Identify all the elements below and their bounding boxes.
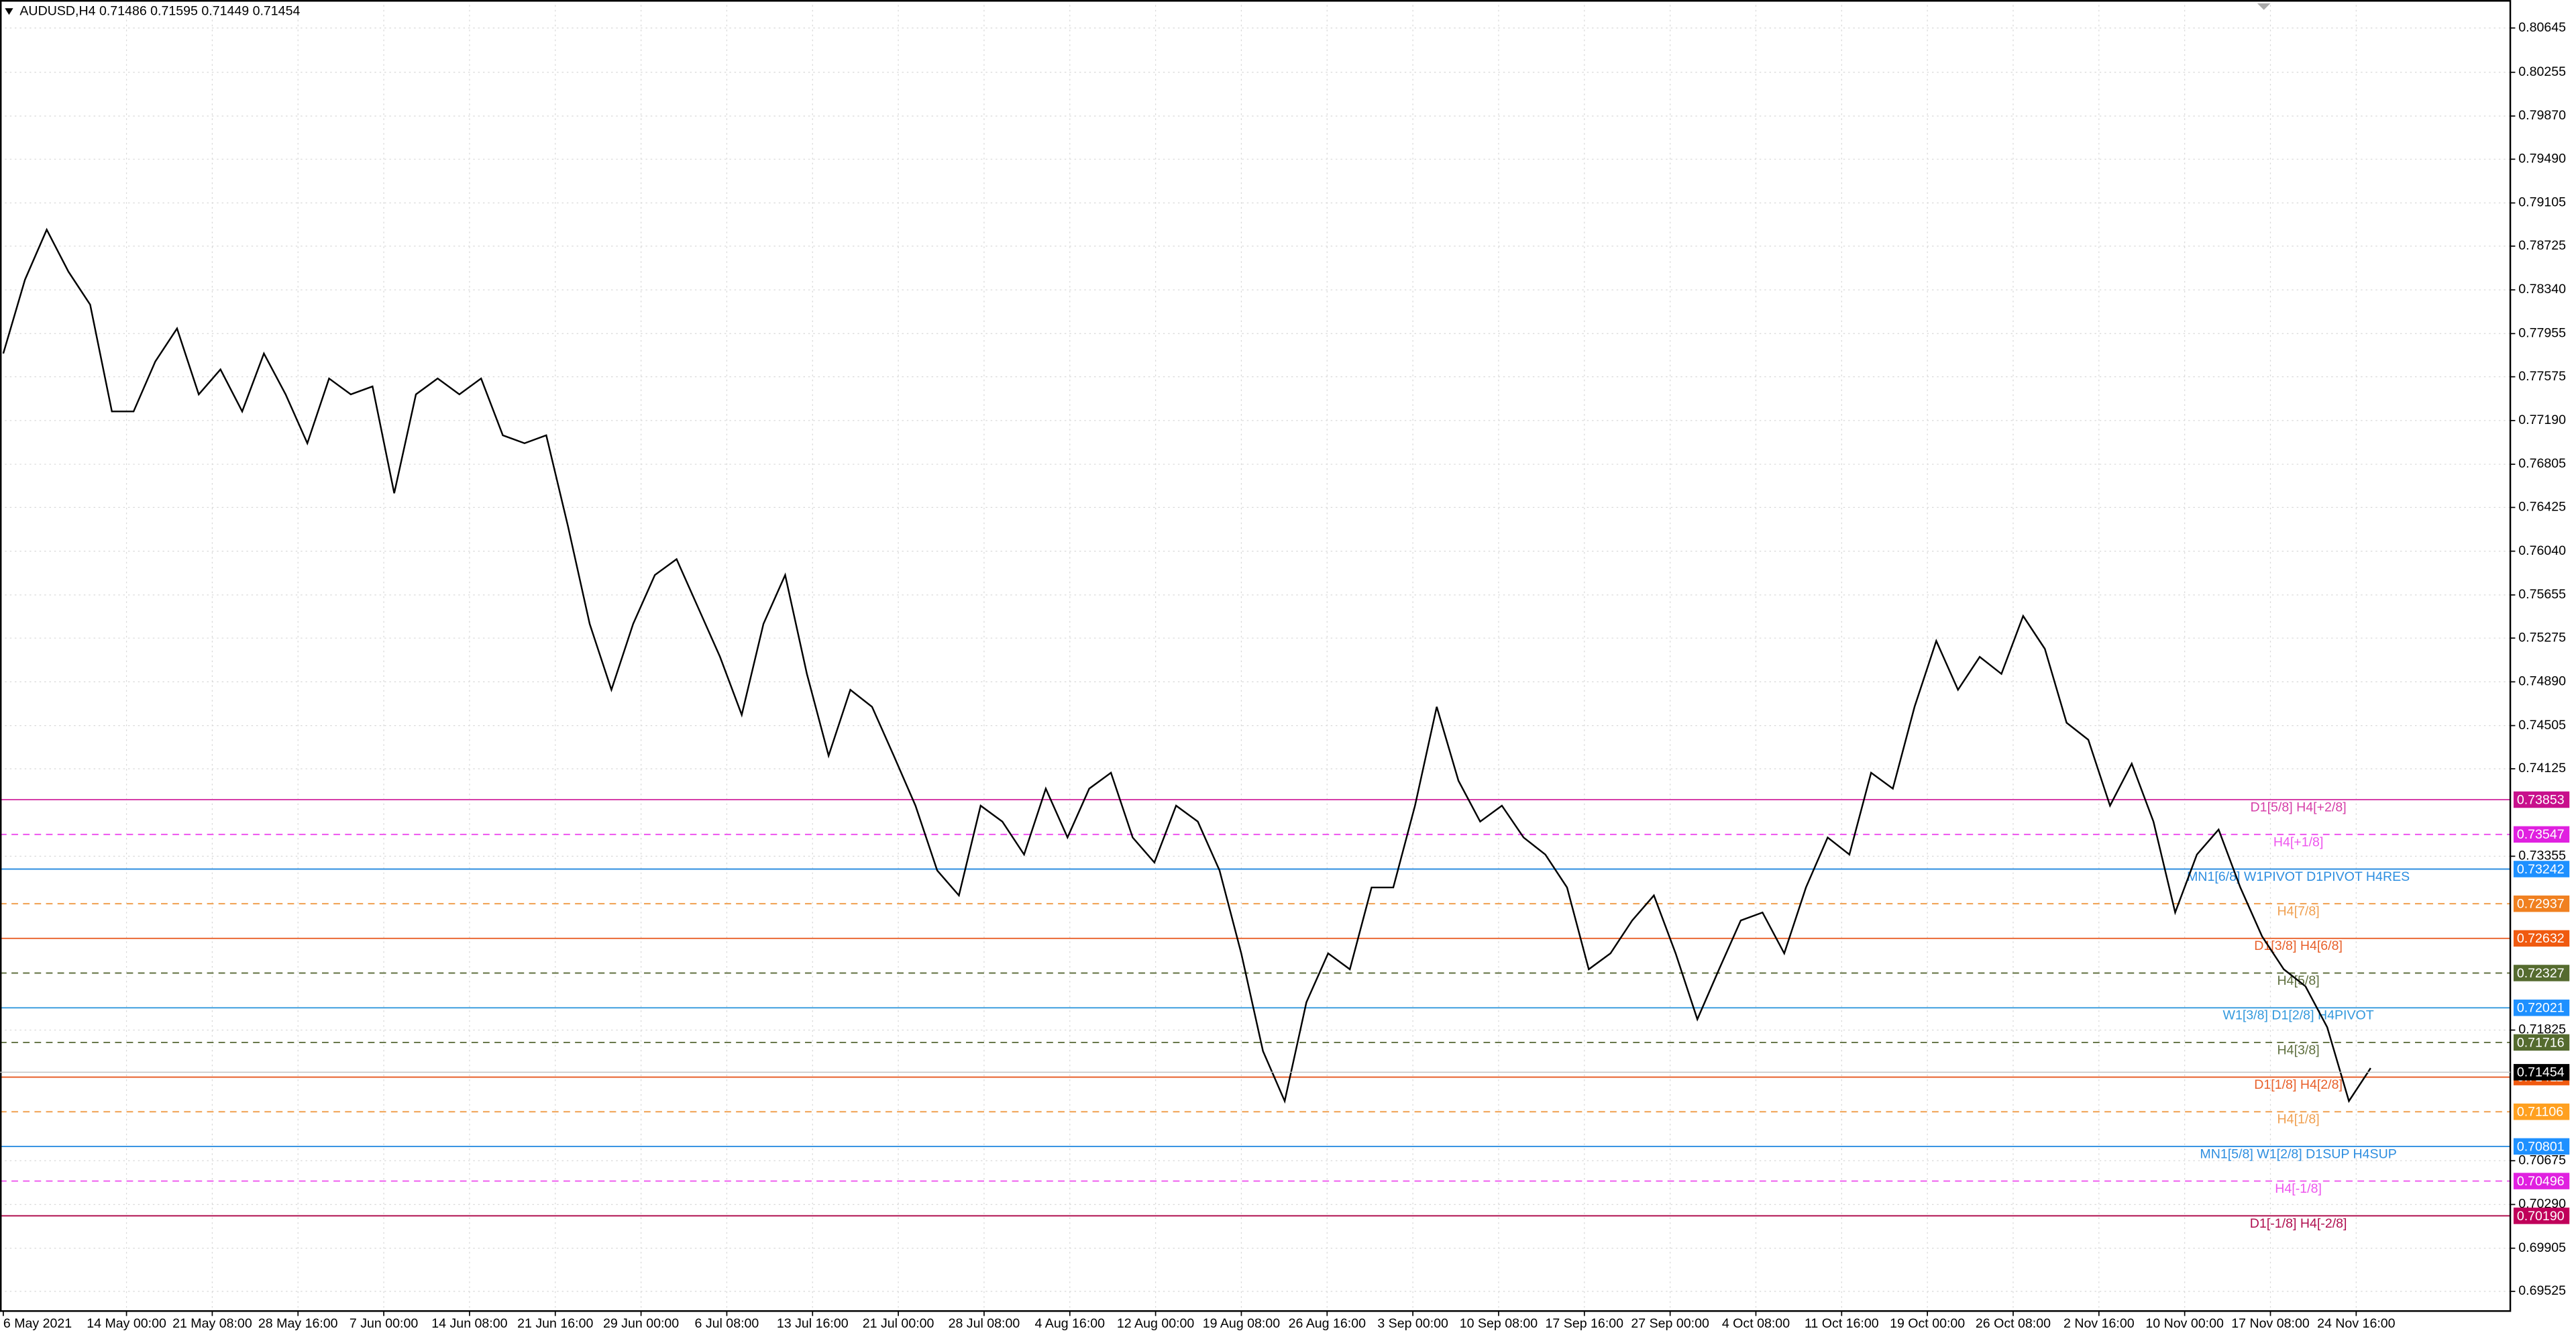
y-tick-label: 0.76805 — [2518, 456, 2566, 471]
level-label: D1[5/8] H4[+2/8] — [2251, 800, 2347, 814]
level-price-label: 0.71106 — [2517, 1105, 2563, 1120]
y-tick-label: 0.69525 — [2518, 1283, 2566, 1298]
level-price-box — [2513, 895, 2570, 912]
y-tick-label: 0.80255 — [2518, 64, 2566, 79]
level-price-label: 0.70190 — [2517, 1209, 2565, 1224]
level-price-box — [2513, 791, 2570, 808]
x-tick-label: 17 Nov 08:00 — [2231, 1316, 2310, 1331]
x-tick-label: 11 Oct 16:00 — [1805, 1316, 1879, 1331]
level-price-box — [2513, 1104, 2570, 1120]
y-tick-label: 0.70675 — [2518, 1153, 2566, 1167]
x-tick-label: 10 Sep 08:00 — [1460, 1316, 1538, 1331]
shift-marker — [2257, 3, 2271, 10]
x-tick-label: 7 Jun 00:00 — [350, 1316, 418, 1331]
level-price-box — [2513, 930, 2570, 947]
level-label: D1[-1/8] H4[-2/8] — [2250, 1216, 2347, 1231]
level-price-box — [2513, 1034, 2570, 1051]
y-tick-label: 0.76040 — [2518, 543, 2566, 558]
x-tick-label: 12 Aug 00:00 — [1117, 1316, 1195, 1331]
x-tick-label: 28 Jul 08:00 — [949, 1316, 1020, 1331]
y-tick-label: 0.77190 — [2518, 413, 2566, 427]
y-tick-label: 0.74890 — [2518, 674, 2566, 689]
price-line — [2, 227, 2371, 1104]
current-price-box — [2513, 1064, 2570, 1081]
level-price-label: 0.72327 — [2517, 966, 2565, 981]
level-price-box — [2513, 826, 2570, 843]
x-tick-label: 21 Jun 16:00 — [517, 1316, 593, 1331]
level-label: H4[3/8] — [2277, 1042, 2320, 1057]
level-price-box — [2513, 1173, 2570, 1189]
y-tick-label: 0.71825 — [2518, 1022, 2566, 1037]
level-label: MN1[6/8] W1PIVOT D1PIVOT H4RES — [2187, 869, 2410, 884]
level-price-label: 0.72632 — [2517, 931, 2565, 946]
x-tick-label: 3 Sep 00:00 — [1377, 1316, 1448, 1331]
level-price-box — [2513, 965, 2570, 981]
level-price-box — [2513, 1138, 2570, 1155]
y-tick-label: 0.75275 — [2518, 630, 2566, 645]
y-tick-label: 0.79490 — [2518, 151, 2566, 166]
level-label: H4[+1/8] — [2273, 835, 2324, 849]
x-tick-label: 29 Jun 00:00 — [603, 1316, 679, 1331]
x-tick-label: 28 May 16:00 — [258, 1316, 338, 1331]
level-price-box — [2513, 861, 2570, 877]
level-label: W1[3/8] D1[2/8] H4PIVOT — [2222, 1008, 2373, 1023]
level-price-label: 0.73242 — [2517, 862, 2565, 877]
x-tick-label: 10 Nov 00:00 — [2145, 1316, 2224, 1331]
level-price-label: 0.71716 — [2517, 1035, 2565, 1050]
x-tick-label: 24 Nov 16:00 — [2317, 1316, 2396, 1331]
y-tick-label: 0.74505 — [2518, 718, 2566, 733]
chart-title: AUDUSD,H4 0.71486 0.71595 0.71449 0.7145… — [19, 3, 300, 18]
y-tick-label: 0.70290 — [2518, 1197, 2566, 1212]
level-price-box — [2513, 1000, 2570, 1016]
symbol-menu-icon[interactable] — [5, 8, 13, 15]
y-tick-label: 0.79105 — [2518, 195, 2566, 210]
level-label: MN1[5/8] W1[2/8] D1SUP H4SUP — [2200, 1146, 2396, 1161]
level-price-label: 0.72937 — [2517, 897, 2565, 912]
x-tick-label: 26 Oct 08:00 — [1976, 1316, 2051, 1331]
x-tick-label: 19 Oct 00:00 — [1890, 1316, 1965, 1331]
x-tick-label: 6 Jul 08:00 — [695, 1316, 759, 1331]
y-tick-label: 0.69905 — [2518, 1240, 2566, 1255]
x-tick-label: 26 Aug 16:00 — [1289, 1316, 1366, 1331]
level-price-label: 0.72021 — [2517, 1001, 2565, 1016]
x-tick-label: 6 May 2021 — [3, 1316, 72, 1331]
level-label: H4[7/8] — [2277, 904, 2320, 919]
plot-frame — [0, 0, 2512, 1312]
level-label: H4[-1/8] — [2275, 1181, 2322, 1196]
y-tick-label: 0.77955 — [2518, 325, 2566, 340]
level-price-label: 0.73853 — [2517, 792, 2565, 807]
level-price-box — [2513, 1208, 2570, 1224]
y-tick-label: 0.80645 — [2518, 20, 2566, 35]
y-tick-label: 0.77575 — [2518, 369, 2566, 384]
x-tick-label: 4 Aug 16:00 — [1035, 1316, 1106, 1331]
x-tick-label: 4 Oct 08:00 — [1722, 1316, 1790, 1331]
current-price-label: 0.71454 — [2517, 1065, 2565, 1080]
x-tick-label: 27 Sep 00:00 — [1631, 1316, 1709, 1331]
level-label: D1[3/8] H4[6/8] — [2254, 939, 2343, 953]
level-price-label: 0.70801 — [2517, 1139, 2565, 1154]
x-tick-label: 19 Aug 08:00 — [1203, 1316, 1281, 1331]
level-price-label: 0.70496 — [2517, 1174, 2565, 1189]
y-tick-label: 0.78725 — [2518, 238, 2566, 253]
x-tick-label: 14 May 00:00 — [87, 1316, 166, 1331]
x-tick-label: 13 Jul 16:00 — [777, 1316, 849, 1331]
y-tick-label: 0.74125 — [2518, 761, 2566, 775]
level-label: D1[1/8] H4[2/8] — [2254, 1077, 2343, 1092]
level-price-label: 0.73547 — [2517, 827, 2565, 842]
x-tick-label: 21 Jul 00:00 — [863, 1316, 934, 1331]
level-label: H4[1/8] — [2277, 1112, 2320, 1127]
x-tick-label: 14 Jun 08:00 — [431, 1316, 507, 1331]
x-tick-label: 21 May 08:00 — [172, 1316, 252, 1331]
y-tick-label: 0.76425 — [2518, 500, 2566, 515]
y-tick-label: 0.79870 — [2518, 108, 2566, 123]
y-tick-label: 0.73355 — [2518, 849, 2566, 863]
y-tick-label: 0.75655 — [2518, 587, 2566, 602]
x-tick-label: 17 Sep 16:00 — [1546, 1316, 1624, 1331]
y-tick-label: 0.78340 — [2518, 282, 2566, 297]
x-tick-label: 2 Nov 16:00 — [2063, 1316, 2135, 1331]
